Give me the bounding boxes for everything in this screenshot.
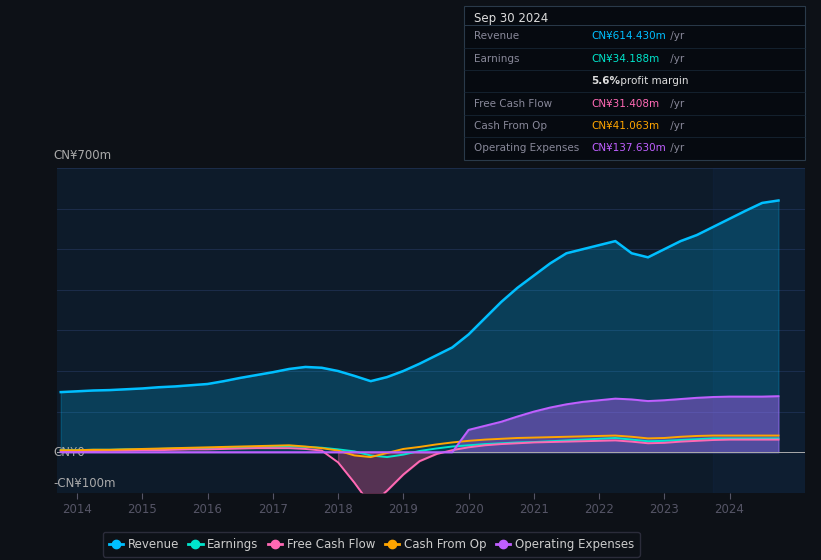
Text: /yr: /yr — [667, 31, 685, 41]
Text: -CN¥100m: -CN¥100m — [53, 477, 117, 489]
Text: Sep 30 2024: Sep 30 2024 — [474, 12, 548, 25]
Text: Free Cash Flow: Free Cash Flow — [474, 99, 552, 109]
Text: Cash From Op: Cash From Op — [474, 121, 547, 131]
Text: Earnings: Earnings — [474, 54, 519, 64]
Text: CN¥614.430m: CN¥614.430m — [591, 31, 666, 41]
Text: CN¥137.630m: CN¥137.630m — [591, 143, 666, 153]
Text: Revenue: Revenue — [474, 31, 519, 41]
Text: Operating Expenses: Operating Expenses — [474, 143, 579, 153]
Text: 5.6%: 5.6% — [591, 76, 620, 86]
Bar — [713, 168, 805, 493]
Text: /yr: /yr — [667, 99, 685, 109]
Text: CN¥700m: CN¥700m — [53, 148, 112, 161]
Text: CN¥41.063m: CN¥41.063m — [591, 121, 659, 131]
Text: CN¥0: CN¥0 — [53, 446, 85, 459]
Text: /yr: /yr — [667, 121, 685, 131]
Text: /yr: /yr — [667, 143, 685, 153]
Text: /yr: /yr — [667, 54, 685, 64]
Legend: Revenue, Earnings, Free Cash Flow, Cash From Op, Operating Expenses: Revenue, Earnings, Free Cash Flow, Cash … — [103, 532, 640, 557]
Text: CN¥31.408m: CN¥31.408m — [591, 99, 659, 109]
Text: profit margin: profit margin — [617, 76, 689, 86]
Text: CN¥34.188m: CN¥34.188m — [591, 54, 659, 64]
